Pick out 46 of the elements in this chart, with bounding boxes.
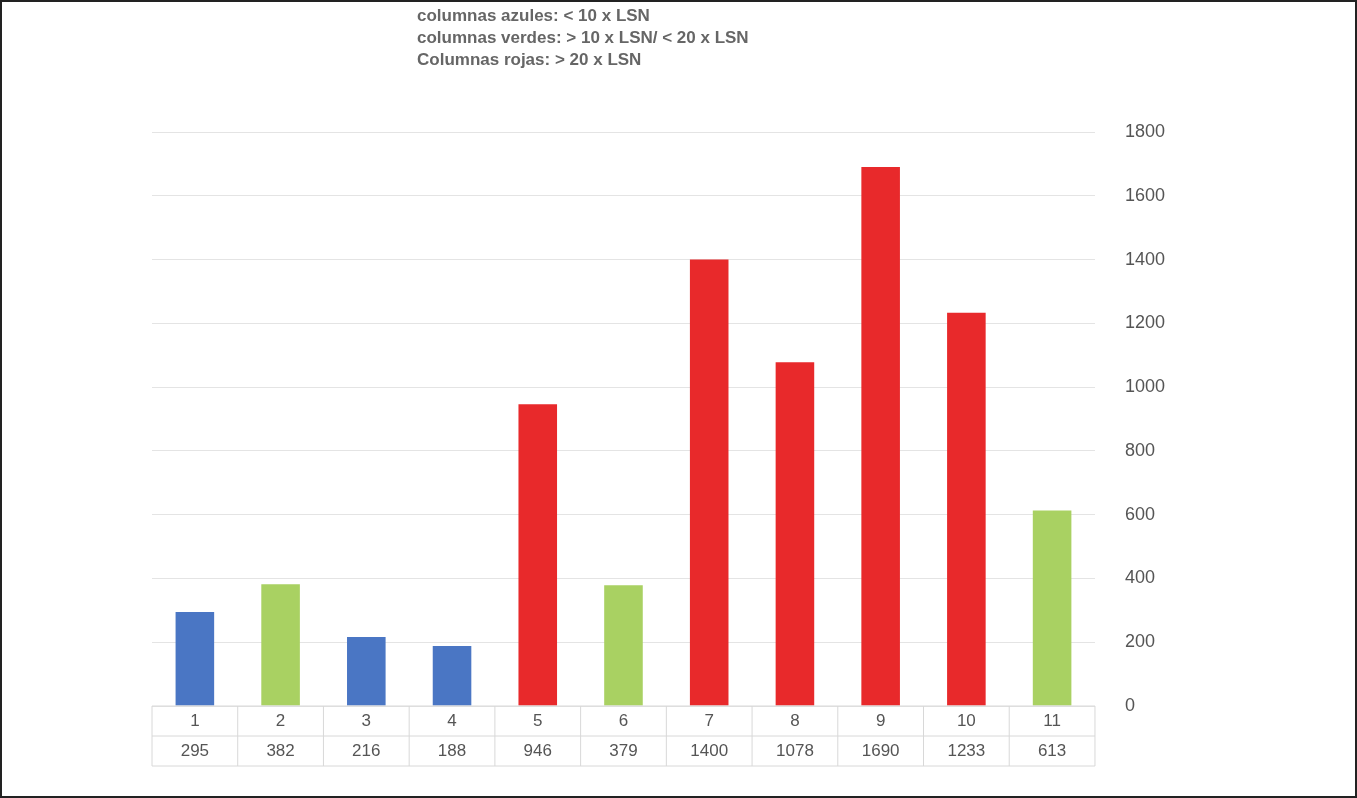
x-tick-label: 9 [875,710,886,730]
x-tick-label: 10 [956,710,976,730]
x-tick-label: 11 [1043,710,1061,730]
bar [689,259,729,706]
bar [518,404,558,706]
y-tick-label: 1400 [1124,248,1165,269]
y-tick-label: 0 [1124,694,1135,715]
data-label: 188 [437,740,467,760]
data-label: 1400 [690,740,729,760]
data-label: 1233 [947,740,986,760]
bar [175,611,215,706]
x-tick-label: 6 [618,710,629,730]
data-label: 946 [523,740,552,760]
data-label: 382 [266,740,295,760]
y-tick-label: 600 [1124,503,1155,524]
x-tick-label: 8 [790,710,800,730]
x-tick-label: 2 [275,710,286,730]
bar [1032,510,1072,706]
bar [604,585,643,706]
y-tick-label: 1000 [1124,376,1165,397]
data-label: 1690 [861,740,900,760]
text: Columnas rojas: > 20 x LSN [417,49,642,69]
y-tick-label: 200 [1124,631,1155,652]
x-tick-label: 5 [533,710,543,730]
y-tick-label: 1200 [1124,312,1165,333]
data-label: 379 [609,740,638,760]
data-label: 216 [352,740,381,760]
bar [347,637,386,706]
y-tick-label: 1800 [1124,120,1165,141]
x-tick-label: 7 [704,710,714,730]
text: columnas azules: < 10 x LSN [417,5,650,25]
data-label: 1078 [776,740,814,760]
data-label: 295 [180,740,210,760]
y-tick-label: 400 [1124,567,1155,588]
x-tick-label: 3 [361,710,372,730]
bar [775,362,815,706]
x-tick-label: 4 [447,710,457,730]
bar [947,312,986,706]
bar [432,646,472,706]
y-tick-label: 1600 [1124,184,1165,205]
text: columnas verdes: > 10 x LSN/ < 20 x LSN [417,27,749,47]
y-tick-label: 800 [1124,439,1155,460]
x-tick-label: 1 [190,710,200,730]
bar [261,584,300,706]
bar [861,167,900,706]
data-label: 613 [1037,740,1067,760]
